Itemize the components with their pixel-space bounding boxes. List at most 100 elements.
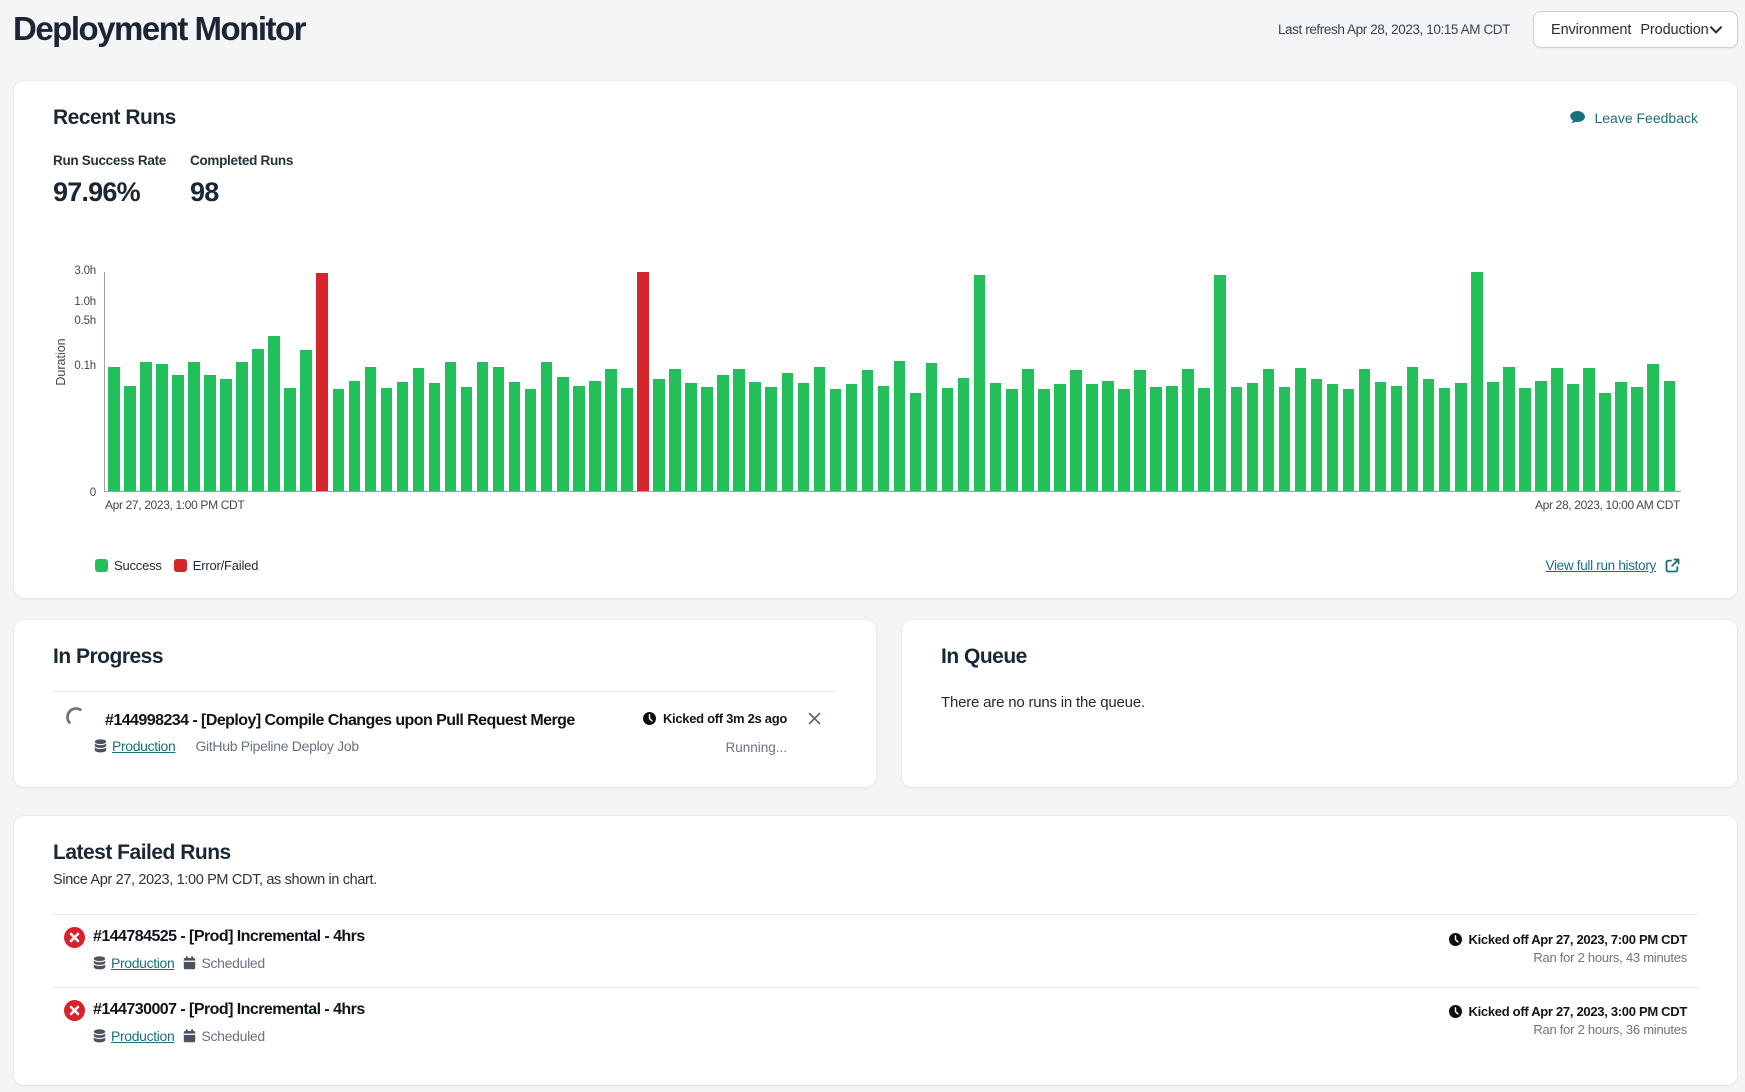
chart-bar-success[interactable] <box>941 388 954 491</box>
chart-bar-success[interactable] <box>1102 380 1114 491</box>
chart-bar-success[interactable] <box>428 383 441 491</box>
chart-bar-success[interactable] <box>1150 386 1162 491</box>
view-full-run-history-link[interactable]: View full run history <box>1545 558 1680 573</box>
chart-bar-success[interactable] <box>861 370 874 491</box>
production-environment-link[interactable]: Production <box>94 738 176 754</box>
chart-bar-success[interactable] <box>1342 389 1355 491</box>
chart-bar-success[interactable] <box>172 375 184 491</box>
environment-select[interactable]: Environment Production <box>1533 11 1738 48</box>
chart-bar-success[interactable] <box>621 388 633 491</box>
chart-bar-success[interactable] <box>508 381 521 491</box>
failed-run-title[interactable]: #144784525 - [Prod] Incremental - 4hrs <box>93 928 365 945</box>
chart-bar-success[interactable] <box>1551 367 1563 491</box>
chart-bar-success[interactable] <box>1054 384 1066 491</box>
chart-bar-success[interactable] <box>1310 379 1323 491</box>
chart-bar-success[interactable] <box>749 381 761 491</box>
chart-bar-success[interactable] <box>364 366 377 491</box>
chart-bar-success[interactable] <box>957 378 970 491</box>
chart-bar-success[interactable] <box>124 385 136 491</box>
chart-bar-failed[interactable] <box>316 273 328 491</box>
chart-bar-success[interactable] <box>252 348 264 491</box>
chart-bar-success[interactable] <box>973 275 986 491</box>
chart-bar-success[interactable] <box>733 369 745 491</box>
chart-bar-success[interactable] <box>1182 369 1194 491</box>
chart-bar-success[interactable] <box>589 380 601 491</box>
chart-bar-success[interactable] <box>492 366 505 491</box>
chart-bar-success[interactable] <box>1070 370 1082 491</box>
chart-bar-success[interactable] <box>1166 385 1178 491</box>
chart-bar-success[interactable] <box>156 364 168 491</box>
chart-bar-success[interactable] <box>1599 393 1611 491</box>
leave-feedback-link[interactable]: Leave Feedback <box>1569 110 1698 126</box>
chart-bar-success[interactable] <box>1230 386 1243 491</box>
chart-bar-success[interactable] <box>685 383 697 491</box>
chart-bar-success[interactable] <box>653 379 665 491</box>
chart-bar-success[interactable] <box>845 384 858 491</box>
close-icon[interactable] <box>804 708 824 728</box>
chart-bar-success[interactable] <box>284 388 296 491</box>
chart-bar-success[interactable] <box>1503 366 1515 491</box>
chart-bar-success[interactable] <box>1118 389 1130 491</box>
chart-bar-success[interactable] <box>236 361 248 491</box>
chart-bar-success[interactable] <box>460 386 473 491</box>
chart-bar-success[interactable] <box>1438 388 1451 491</box>
chart-bar-success[interactable] <box>797 383 810 491</box>
chart-bar-success[interactable] <box>332 389 344 491</box>
chart-bar-success[interactable] <box>1038 389 1050 491</box>
chart-bar-success[interactable] <box>300 350 312 491</box>
chart-bar-success[interactable] <box>1535 380 1547 491</box>
chart-bar-success[interactable] <box>1134 370 1146 491</box>
chart-bar-success[interactable] <box>1519 388 1531 491</box>
chart-bar-success[interactable] <box>1086 384 1098 491</box>
chart-bar-success[interactable] <box>1487 381 1499 491</box>
chart-bar-success[interactable] <box>701 386 713 491</box>
chart-bar-success[interactable] <box>925 362 938 491</box>
chart-bar-success[interactable] <box>412 367 425 491</box>
chart-bar-success[interactable] <box>1631 386 1643 491</box>
chart-bar-success[interactable] <box>1406 366 1419 491</box>
chart-bar-success[interactable] <box>396 381 409 491</box>
chart-bar-success[interactable] <box>1663 380 1675 491</box>
chart-bar-success[interactable] <box>557 376 569 491</box>
chart-bar-success[interactable] <box>1006 389 1018 491</box>
chart-bar-success[interactable] <box>204 375 216 491</box>
chart-bar-success[interactable] <box>1246 383 1259 491</box>
chart-bar-success[interactable] <box>813 366 826 491</box>
chart-bar-success[interactable] <box>1390 385 1403 491</box>
chart-bar-success[interactable] <box>1647 364 1659 491</box>
chart-bar-success[interactable] <box>444 361 457 491</box>
chart-bar-failed[interactable] <box>637 272 649 491</box>
chart-bar-success[interactable] <box>524 389 537 491</box>
chart-bar-success[interactable] <box>220 379 232 491</box>
chart-bar-success[interactable] <box>1615 381 1627 491</box>
chart-bar-success[interactable] <box>188 361 200 491</box>
chart-bar-success[interactable] <box>1294 367 1307 491</box>
chart-bar-success[interactable] <box>1374 381 1387 491</box>
chart-bar-success[interactable] <box>909 393 922 491</box>
failed-run-title[interactable]: #144730007 - [Prod] Incremental - 4hrs <box>93 1000 365 1018</box>
production-environment-link[interactable]: Production <box>93 1028 175 1044</box>
chart-bar-success[interactable] <box>1278 386 1291 491</box>
chart-bar-success[interactable] <box>268 336 280 491</box>
chart-bar-success[interactable] <box>140 362 152 491</box>
chart-bar-success[interactable] <box>1358 369 1371 491</box>
chart-bar-success[interactable] <box>348 380 361 491</box>
chart-bar-success[interactable] <box>829 389 842 491</box>
chart-bar-success[interactable] <box>1198 388 1210 491</box>
chart-bar-success[interactable] <box>893 361 906 491</box>
chart-bar-success[interactable] <box>380 388 393 491</box>
chart-bar-success[interactable] <box>781 372 794 491</box>
chart-bar-success[interactable] <box>877 385 890 491</box>
chart-bar-success[interactable] <box>669 369 681 491</box>
chart-bar-success[interactable] <box>1022 369 1034 491</box>
chart-bar-success[interactable] <box>540 361 553 491</box>
chart-bar-success[interactable] <box>1326 384 1339 491</box>
chart-bar-success[interactable] <box>1262 369 1275 491</box>
chart-bar-success[interactable] <box>476 362 489 491</box>
in-progress-run-title[interactable]: #144998234 - [Deploy] Compile Changes up… <box>105 712 575 729</box>
chart-bar-success[interactable] <box>1471 272 1483 491</box>
chart-bar-success[interactable] <box>605 369 617 491</box>
chart-bar-success[interactable] <box>1422 379 1435 491</box>
chart-bar-success[interactable] <box>717 375 729 491</box>
chart-bar-success[interactable] <box>1567 384 1579 491</box>
